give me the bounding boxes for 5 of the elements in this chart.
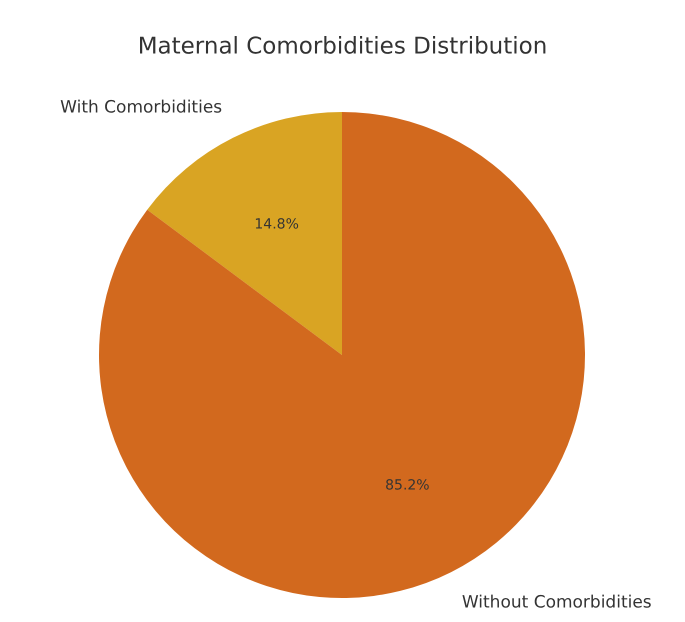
slice-label: With Comorbidities xyxy=(60,98,222,118)
chart-title: Maternal Comorbidities Distribution xyxy=(138,34,548,60)
data-label: 85.2% xyxy=(385,477,430,494)
slice-label: Without Comorbidities xyxy=(462,592,652,612)
data-label: 14.8% xyxy=(254,216,299,233)
